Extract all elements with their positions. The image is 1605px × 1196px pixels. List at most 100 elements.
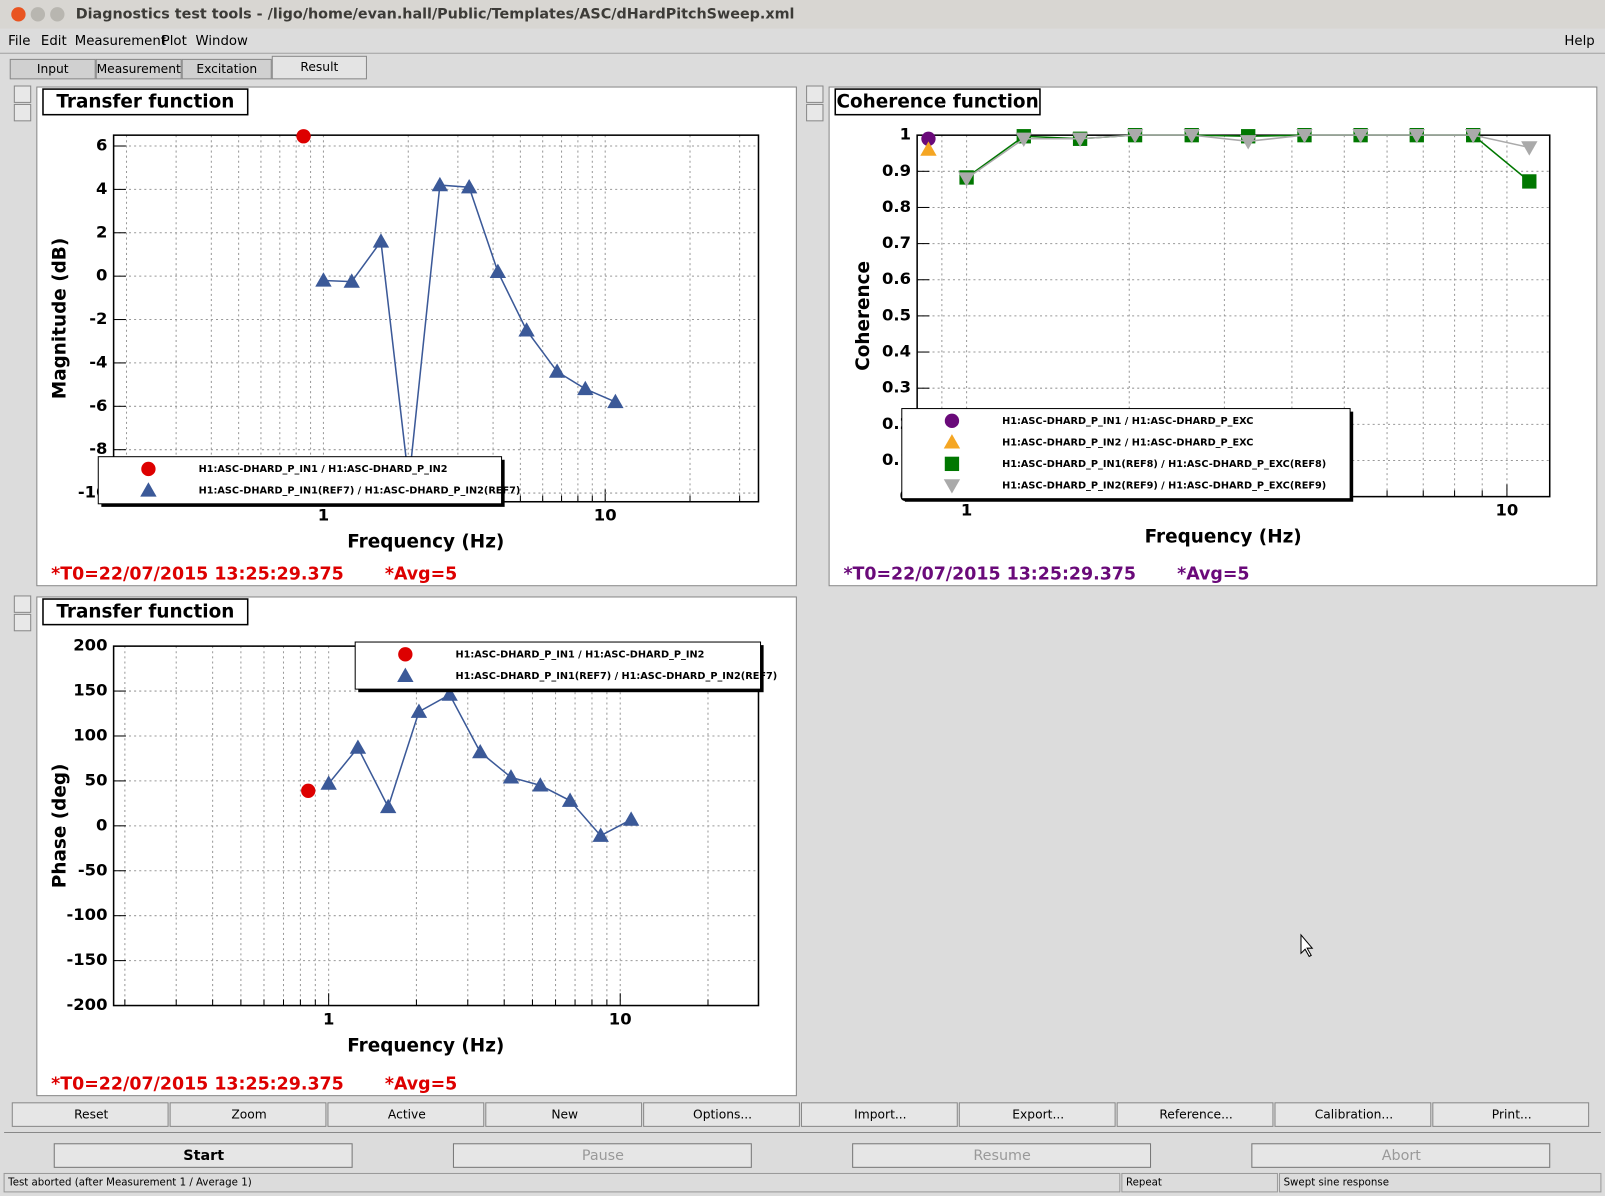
y-tick-label: 0.5	[882, 305, 911, 324]
legend-label: H1:ASC-DHARD_P_IN1(REF8) / H1:ASC-DHARD_…	[1002, 459, 1326, 470]
y-tick-label: 0.3	[882, 378, 911, 397]
toolbar-button-label[interactable]: Zoom	[231, 1108, 266, 1122]
marker	[561, 792, 579, 807]
marker	[943, 479, 961, 494]
control-button[interactable]	[53, 1143, 353, 1168]
arrow-button[interactable]	[13, 103, 32, 122]
control-button-label[interactable]: Start	[183, 1148, 224, 1164]
y-tick-label: 50	[85, 770, 108, 789]
maximize-button[interactable]	[50, 7, 65, 22]
y-tick-label: -8	[89, 439, 107, 458]
toolbar-button[interactable]	[1274, 1102, 1432, 1127]
marker	[320, 775, 337, 790]
toolbar-button[interactable]	[1432, 1102, 1590, 1127]
x-tick-label: 10	[594, 506, 617, 525]
toolbar-button-label[interactable]: Reference...	[1159, 1108, 1232, 1122]
toolbar-button[interactable]	[169, 1102, 327, 1127]
menu-item[interactable]: Plot	[162, 34, 187, 49]
marker	[607, 393, 624, 409]
marker	[460, 179, 478, 194]
tab[interactable]	[95, 58, 182, 80]
arrow-button[interactable]	[13, 595, 32, 613]
tab-label[interactable]: Measurement	[97, 62, 181, 76]
chart-title-box	[42, 88, 249, 116]
toolbar-button[interactable]	[643, 1102, 800, 1127]
toolbar-button-label[interactable]: Calibration...	[1315, 1108, 1393, 1122]
toolbar-button-label[interactable]: Export...	[1012, 1108, 1064, 1122]
marker	[372, 233, 390, 248]
legend-label: H1:ASC-DHARD_P_IN1 / H1:ASC-DHARD_P_IN2	[199, 464, 448, 475]
tab-label[interactable]: Input	[37, 62, 69, 76]
control-button[interactable]	[452, 1143, 752, 1168]
marker	[1015, 132, 1032, 147]
y-axis-label: Magnitude (dB)	[49, 238, 70, 399]
tab[interactable]	[271, 55, 367, 80]
menu-item[interactable]: File	[8, 34, 30, 49]
menu-item[interactable]: Measurement	[75, 34, 166, 49]
minimize-button[interactable]	[30, 7, 46, 22]
marker	[379, 798, 397, 814]
marker	[518, 322, 535, 337]
chart-title: Transfer function	[56, 601, 234, 622]
y-tick-label: -50	[78, 860, 108, 879]
menu-item[interactable]: Help	[1564, 34, 1594, 49]
control-button-label[interactable]: Pause	[582, 1148, 624, 1164]
marker	[472, 743, 489, 759]
chart: Transfer function 1 10 -200 -150 -100 -50 0 50 10…	[42, 598, 777, 1094]
toolbar-button[interactable]	[11, 1102, 169, 1127]
window-title: Diagnostics test tools - /ligo/home/evan…	[76, 6, 795, 22]
toolbar-button-label[interactable]: Print...	[1492, 1108, 1532, 1122]
close-button[interactable]	[11, 7, 26, 22]
control-button-label[interactable]: Resume	[973, 1148, 1031, 1164]
marker	[410, 703, 428, 718]
marker	[1071, 132, 1089, 147]
chart-title-box	[42, 598, 249, 626]
marker	[502, 769, 520, 784]
menu-item[interactable]: Window	[196, 34, 249, 49]
y-tick-label: 1	[900, 125, 911, 144]
marker	[441, 686, 458, 701]
x-axis-label: Frequency (Hz)	[347, 532, 504, 553]
arrow-button[interactable]	[13, 85, 32, 103]
toolbar-button[interactable]	[958, 1102, 1116, 1127]
toolbar-button-label[interactable]: New	[551, 1108, 578, 1122]
footer-text: *Avg=5	[1177, 564, 1249, 584]
y-tick-label: -2	[89, 309, 107, 328]
toolbar-button[interactable]	[485, 1102, 643, 1127]
toolbar-button-label[interactable]: Reset	[74, 1108, 108, 1122]
marker	[431, 176, 449, 192]
mouse-cursor	[1300, 933, 1314, 958]
legend-label: H1:ASC-DHARD_P_IN1(REF7) / H1:ASC-DHARD_…	[199, 485, 521, 496]
toolbar-button[interactable]	[1116, 1102, 1274, 1127]
marker	[921, 131, 936, 146]
footer-text: *T0=22/07/2015 13:25:29.375	[843, 564, 1136, 584]
toolbar-button-label[interactable]: Active	[388, 1108, 426, 1122]
chart-title-box	[834, 88, 1041, 116]
tab[interactable]	[181, 58, 272, 80]
arrow-button[interactable]	[806, 103, 824, 122]
menu-item[interactable]: Edit	[41, 34, 67, 49]
marker	[943, 434, 961, 449]
footer-text: *Avg=5	[385, 1074, 457, 1094]
toolbar-button[interactable]	[327, 1102, 485, 1127]
tab-label[interactable]: Excitation	[196, 62, 257, 76]
tab-label[interactable]: Result	[300, 60, 338, 74]
y-tick-label: 6	[96, 136, 107, 155]
marker	[489, 263, 507, 278]
control-button-label[interactable]: Abort	[1382, 1148, 1422, 1164]
arrow-button[interactable]	[806, 85, 824, 103]
toolbar-button-label[interactable]: Options...	[693, 1108, 752, 1122]
tab[interactable]	[9, 58, 96, 80]
toolbar-button-label[interactable]: Import...	[854, 1108, 906, 1122]
toolbar-button[interactable]	[800, 1102, 958, 1127]
marker	[532, 777, 549, 792]
x-tick-label: 10	[1496, 500, 1519, 519]
arrow-button[interactable]	[13, 613, 32, 632]
x-axis-label: Frequency (Hz)	[1145, 527, 1302, 548]
legend-label: H1:ASC-DHARD_P_IN2(REF9) / H1:ASC-DHARD_…	[1002, 480, 1326, 491]
marker	[397, 667, 414, 682]
control-button[interactable]	[852, 1143, 1152, 1168]
marker	[592, 827, 609, 842]
control-button[interactable]	[1251, 1143, 1551, 1168]
